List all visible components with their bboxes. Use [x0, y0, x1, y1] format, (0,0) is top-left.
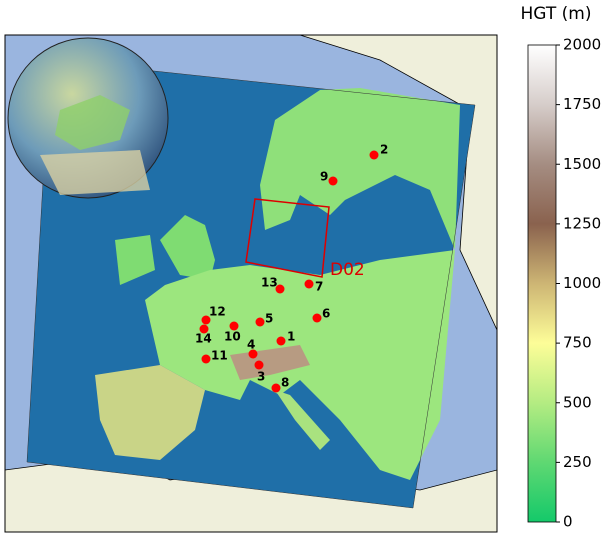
station-label: 4: [247, 338, 255, 352]
station-label: 9: [320, 170, 328, 184]
colorbar-title: HGT (m): [521, 4, 592, 24]
station-marker: [229, 321, 239, 331]
station-label: 1: [287, 330, 295, 344]
station-marker: [254, 360, 264, 370]
station-label: 2: [380, 143, 388, 157]
station-marker: [201, 354, 211, 364]
station-marker: [369, 150, 379, 160]
station-label: 14: [195, 332, 212, 346]
colorbar-tick-label: 0: [563, 513, 573, 531]
land-italy: [275, 390, 330, 450]
station-marker: [304, 279, 314, 289]
station-label: 12: [209, 305, 226, 319]
globe-europe: [55, 95, 130, 150]
land-ireland: [115, 235, 155, 285]
colorbar-tick-label: 250: [563, 453, 592, 471]
station-label: 11: [211, 349, 228, 363]
colorbar-tick-label: 1500: [563, 155, 601, 173]
colorbar-tick-label: 2000: [563, 36, 601, 54]
land-iberia: [95, 365, 205, 460]
station-marker: [255, 317, 265, 327]
station-label: 7: [315, 280, 323, 294]
colorbar-tick-label: 1000: [563, 274, 601, 292]
station-label: 8: [281, 376, 289, 390]
colorbar-tick-label: 1750: [563, 95, 601, 113]
station-marker: [276, 336, 286, 346]
station-marker: [275, 284, 285, 294]
station-label: 5: [265, 312, 273, 326]
station-marker: [201, 315, 211, 325]
colorbar-tick-label: 750: [563, 334, 592, 352]
map-frame: [4, 34, 498, 533]
colorbar: [527, 44, 557, 523]
station-marker: [271, 383, 281, 393]
land-britain: [160, 215, 215, 280]
station-label: 13: [261, 276, 278, 290]
globe-africa: [40, 150, 150, 195]
d02-box: [245, 198, 330, 278]
station-marker: [328, 176, 338, 186]
land-east: [299, 35, 497, 331]
colorbar-tick-label: 1250: [563, 214, 601, 232]
land-scandinavia: [260, 88, 460, 250]
station-label: 6: [322, 307, 330, 321]
station-label: 3: [257, 370, 265, 384]
station-label: 10: [224, 330, 241, 344]
domain-label: D02: [330, 260, 365, 280]
station-marker: [312, 313, 322, 323]
station-marker: [199, 324, 209, 334]
map-area: D02: [5, 35, 497, 532]
domain-edge: [26, 59, 476, 509]
colorbar-tick-label: 500: [563, 393, 592, 411]
station-marker: [248, 349, 258, 359]
